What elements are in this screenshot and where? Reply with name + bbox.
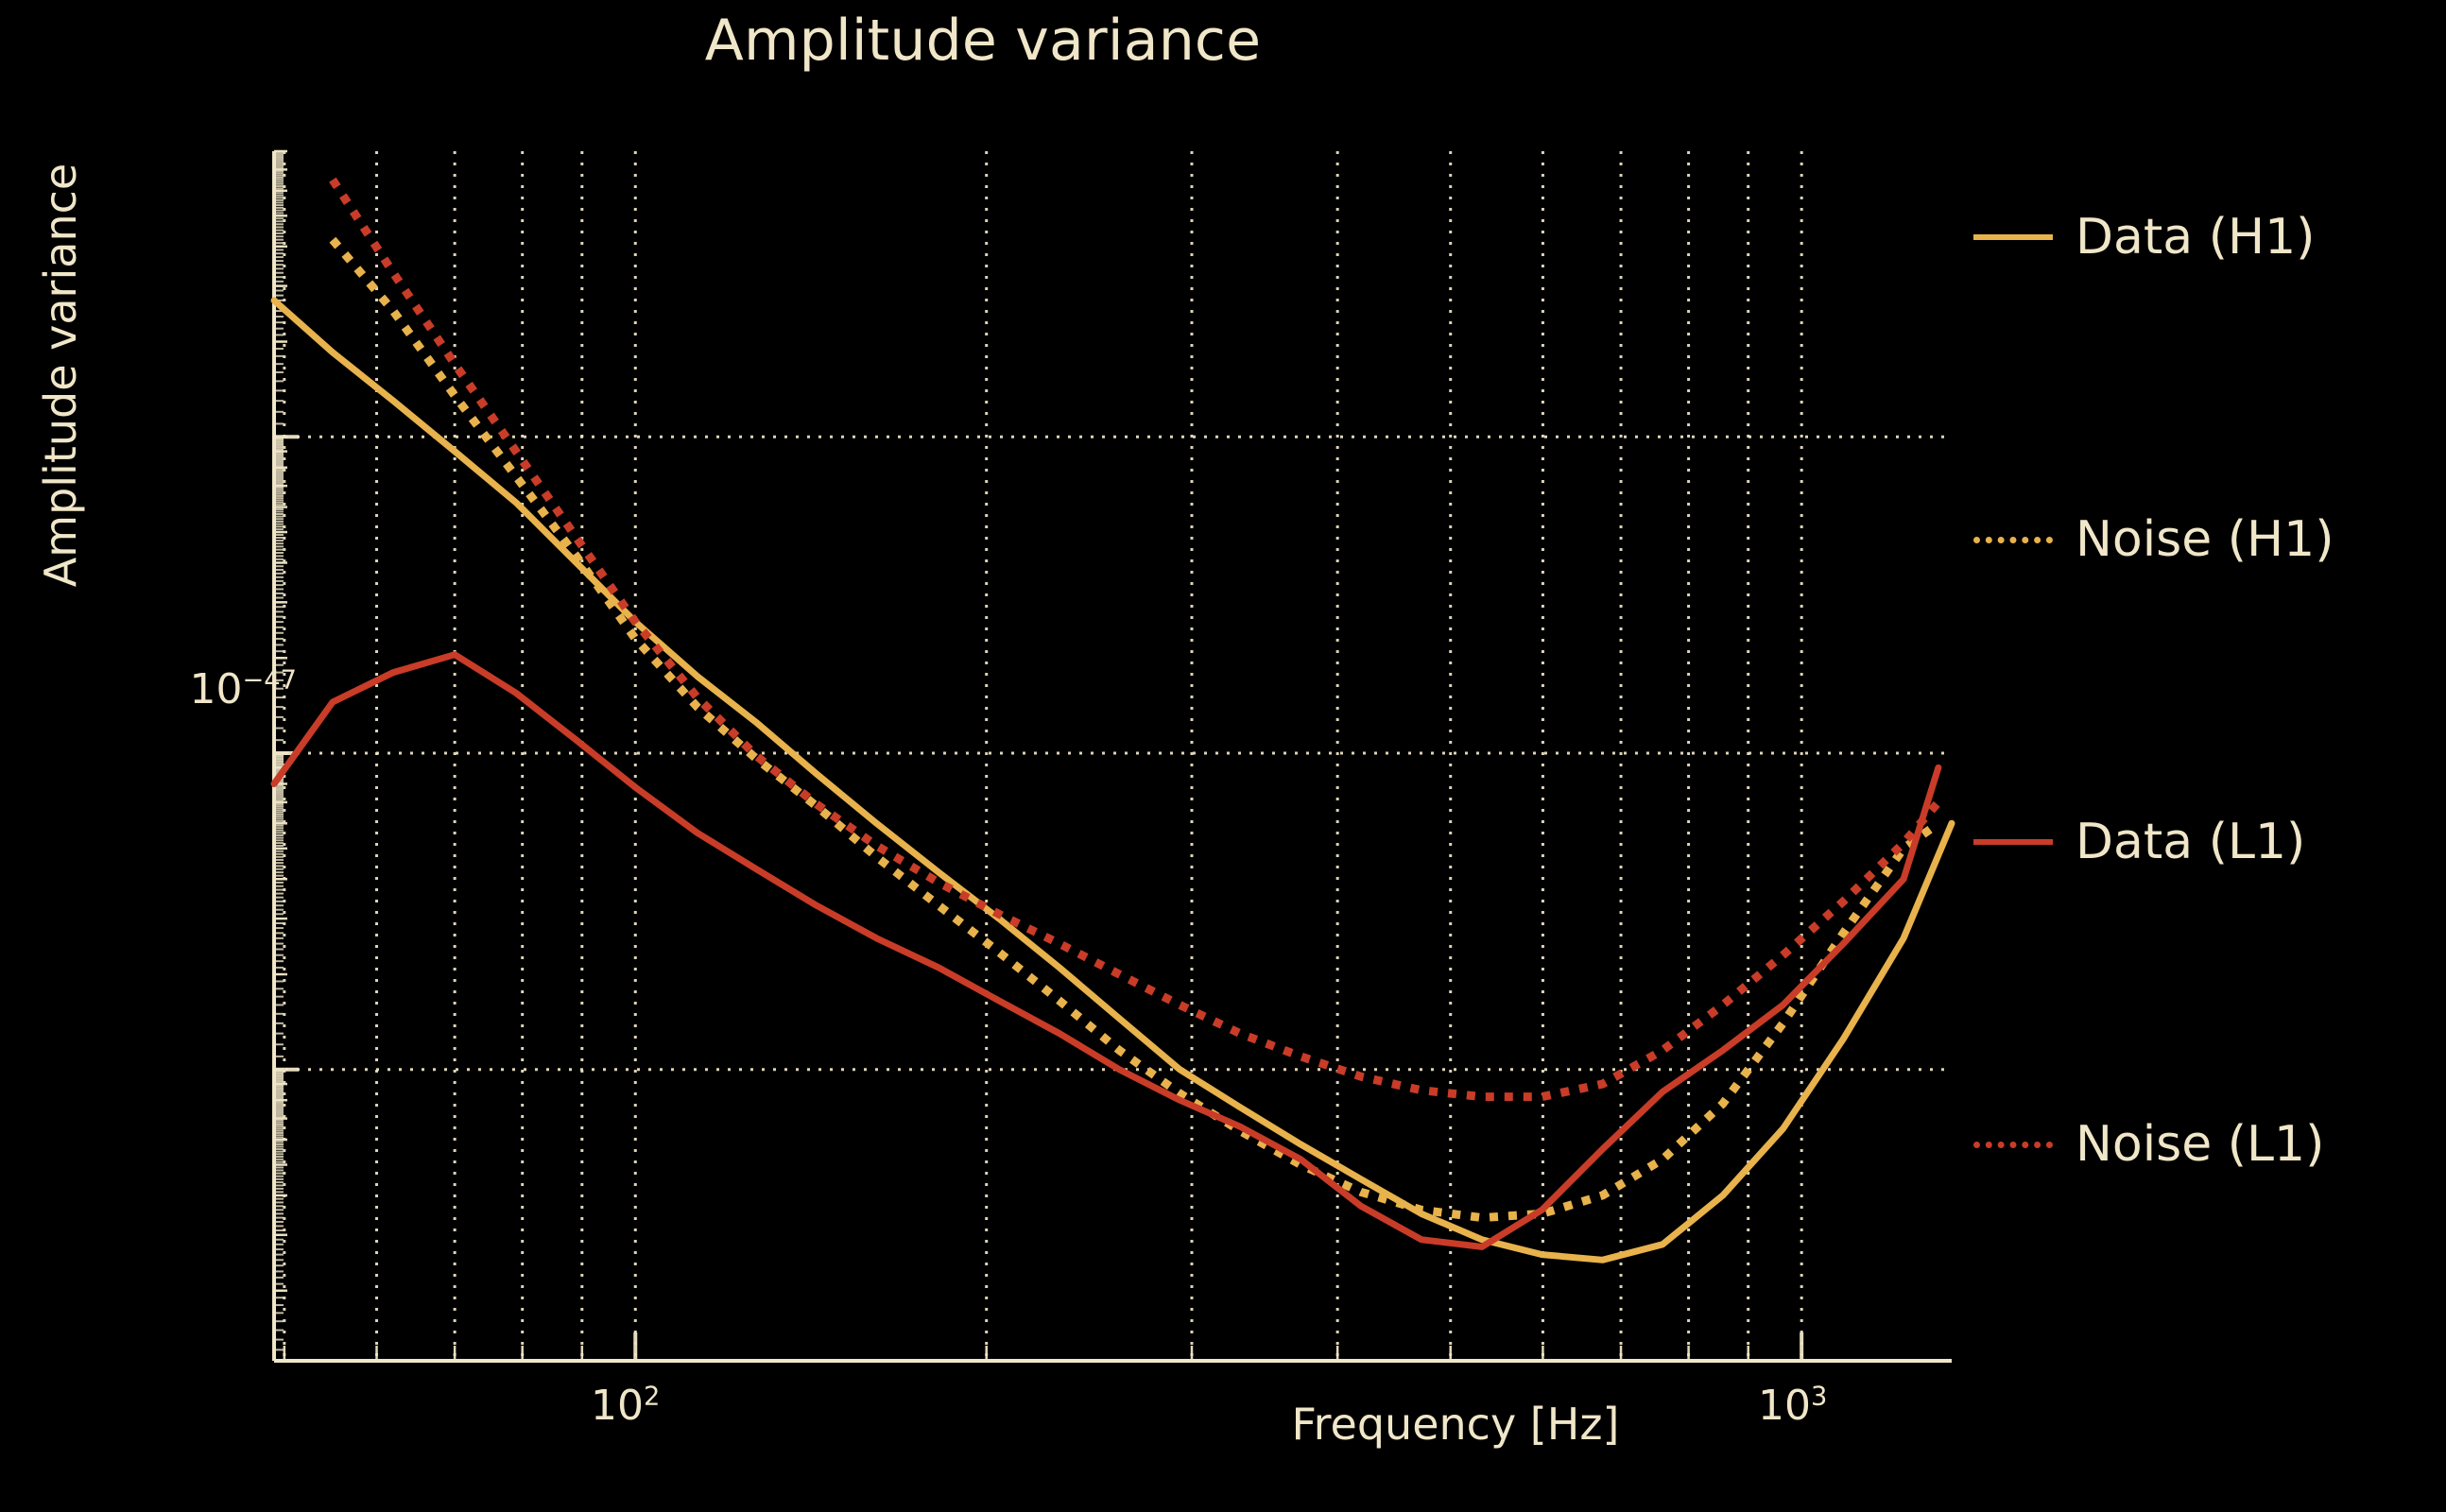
legend-label: Data (H1) xyxy=(2076,209,2316,266)
x-axis-label: Frequency [Hz] xyxy=(1291,1399,1620,1450)
x-tick-label-100: 102 xyxy=(591,1382,661,1430)
legend-swatch-bar xyxy=(1973,1142,2053,1148)
grid-lines xyxy=(274,151,1952,1361)
series-line-data-l1 xyxy=(270,651,1942,1250)
legend: Data (H1) Noise (H1) Data (L1) Noise (L1) xyxy=(1973,195,2446,1310)
y-tick-label-1e-47: 10−47 xyxy=(189,665,297,713)
legend-entry-noise-h1[interactable]: Noise (H1) xyxy=(1973,497,2334,582)
legend-label: Noise (L1) xyxy=(2076,1116,2325,1173)
x-tick-label-1000: 103 xyxy=(1758,1382,1828,1430)
axis-spines xyxy=(272,151,1952,1363)
legend-entry-data-l1[interactable]: Data (L1) xyxy=(1973,799,2305,885)
legend-entry-data-h1[interactable]: Data (H1) xyxy=(1973,195,2315,280)
legend-swatch-solid-line-icon xyxy=(1973,225,2053,249)
legend-label: Noise (H1) xyxy=(2076,511,2334,568)
series-line-data-h1 xyxy=(270,297,1955,1263)
legend-entry-noise-l1[interactable]: Noise (L1) xyxy=(1973,1102,2324,1187)
legend-swatch-dotted-line-icon xyxy=(1973,527,2053,552)
series-line-noise-h1 xyxy=(329,236,1941,1223)
legend-label: Data (L1) xyxy=(2076,814,2306,870)
data-series xyxy=(270,177,1955,1263)
legend-swatch-solid-line-icon xyxy=(1973,830,2053,854)
legend-swatch-bar xyxy=(1973,839,2053,845)
legend-swatch-dotted-line-icon xyxy=(1973,1132,2053,1157)
series-line-noise-l1 xyxy=(329,177,1942,1102)
legend-swatch-bar xyxy=(1973,234,2053,240)
legend-swatch-bar xyxy=(1973,537,2053,543)
chart-title: Amplitude variance xyxy=(704,8,1262,74)
